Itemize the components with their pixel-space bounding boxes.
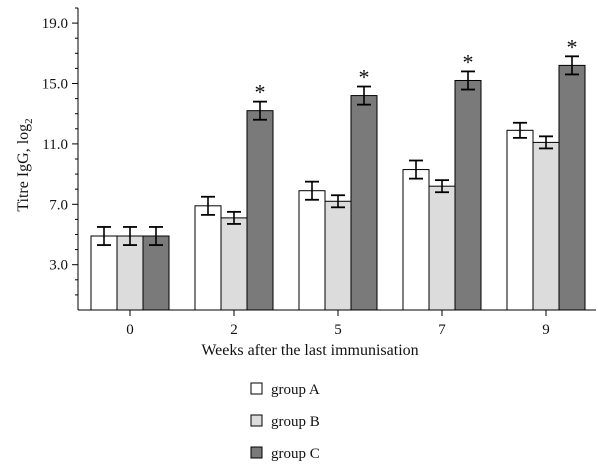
annotations: * * * * xyxy=(255,34,578,104)
bar xyxy=(324,200,352,311)
x-tick-label: 2 xyxy=(230,322,238,338)
legend-label: group C xyxy=(271,446,320,462)
bar xyxy=(402,169,430,311)
y-tick-label: 7.0 xyxy=(49,197,68,213)
x-tick-label: 5 xyxy=(334,322,342,338)
axes: 3.0 7.0 11.0 15.0 19.0 0 2 5 7 9 xyxy=(42,7,596,338)
significance-marker: * xyxy=(255,80,266,105)
y-axis-title-subscript: 2 xyxy=(23,118,35,124)
legend: group A group B group C xyxy=(250,382,320,462)
bar xyxy=(454,79,482,311)
bars xyxy=(90,64,586,311)
bar xyxy=(194,205,222,311)
bar xyxy=(428,185,456,311)
y-tick-label: 15.0 xyxy=(42,77,68,93)
x-tick-label: 7 xyxy=(438,322,446,338)
x-axis-title: Weeks after the last immunisation xyxy=(201,342,418,359)
x-tick-label: 9 xyxy=(542,322,550,338)
bar xyxy=(350,95,378,311)
legend-swatch xyxy=(250,446,263,459)
legend-label: group B xyxy=(271,414,320,430)
x-tick-label: 0 xyxy=(126,322,134,338)
bar xyxy=(90,235,118,311)
bar xyxy=(116,235,144,311)
bar xyxy=(298,190,326,311)
legend-label: group A xyxy=(271,382,320,398)
bar xyxy=(246,110,274,311)
significance-marker: * xyxy=(359,65,370,90)
y-tick-label: 19.0 xyxy=(42,16,68,32)
significance-marker: * xyxy=(567,34,578,59)
bar xyxy=(506,129,534,311)
bar xyxy=(558,64,586,311)
legend-swatch xyxy=(250,414,263,427)
y-axis-title: Titre IgG, log2 xyxy=(15,118,35,211)
error-bars xyxy=(97,55,579,246)
legend-swatch xyxy=(250,382,263,395)
y-tick-label: 11.0 xyxy=(42,137,68,153)
significance-marker: * xyxy=(463,49,474,74)
y-tick-label: 3.0 xyxy=(49,258,68,274)
bar xyxy=(220,217,248,311)
bar xyxy=(532,141,560,311)
bar xyxy=(142,235,170,311)
